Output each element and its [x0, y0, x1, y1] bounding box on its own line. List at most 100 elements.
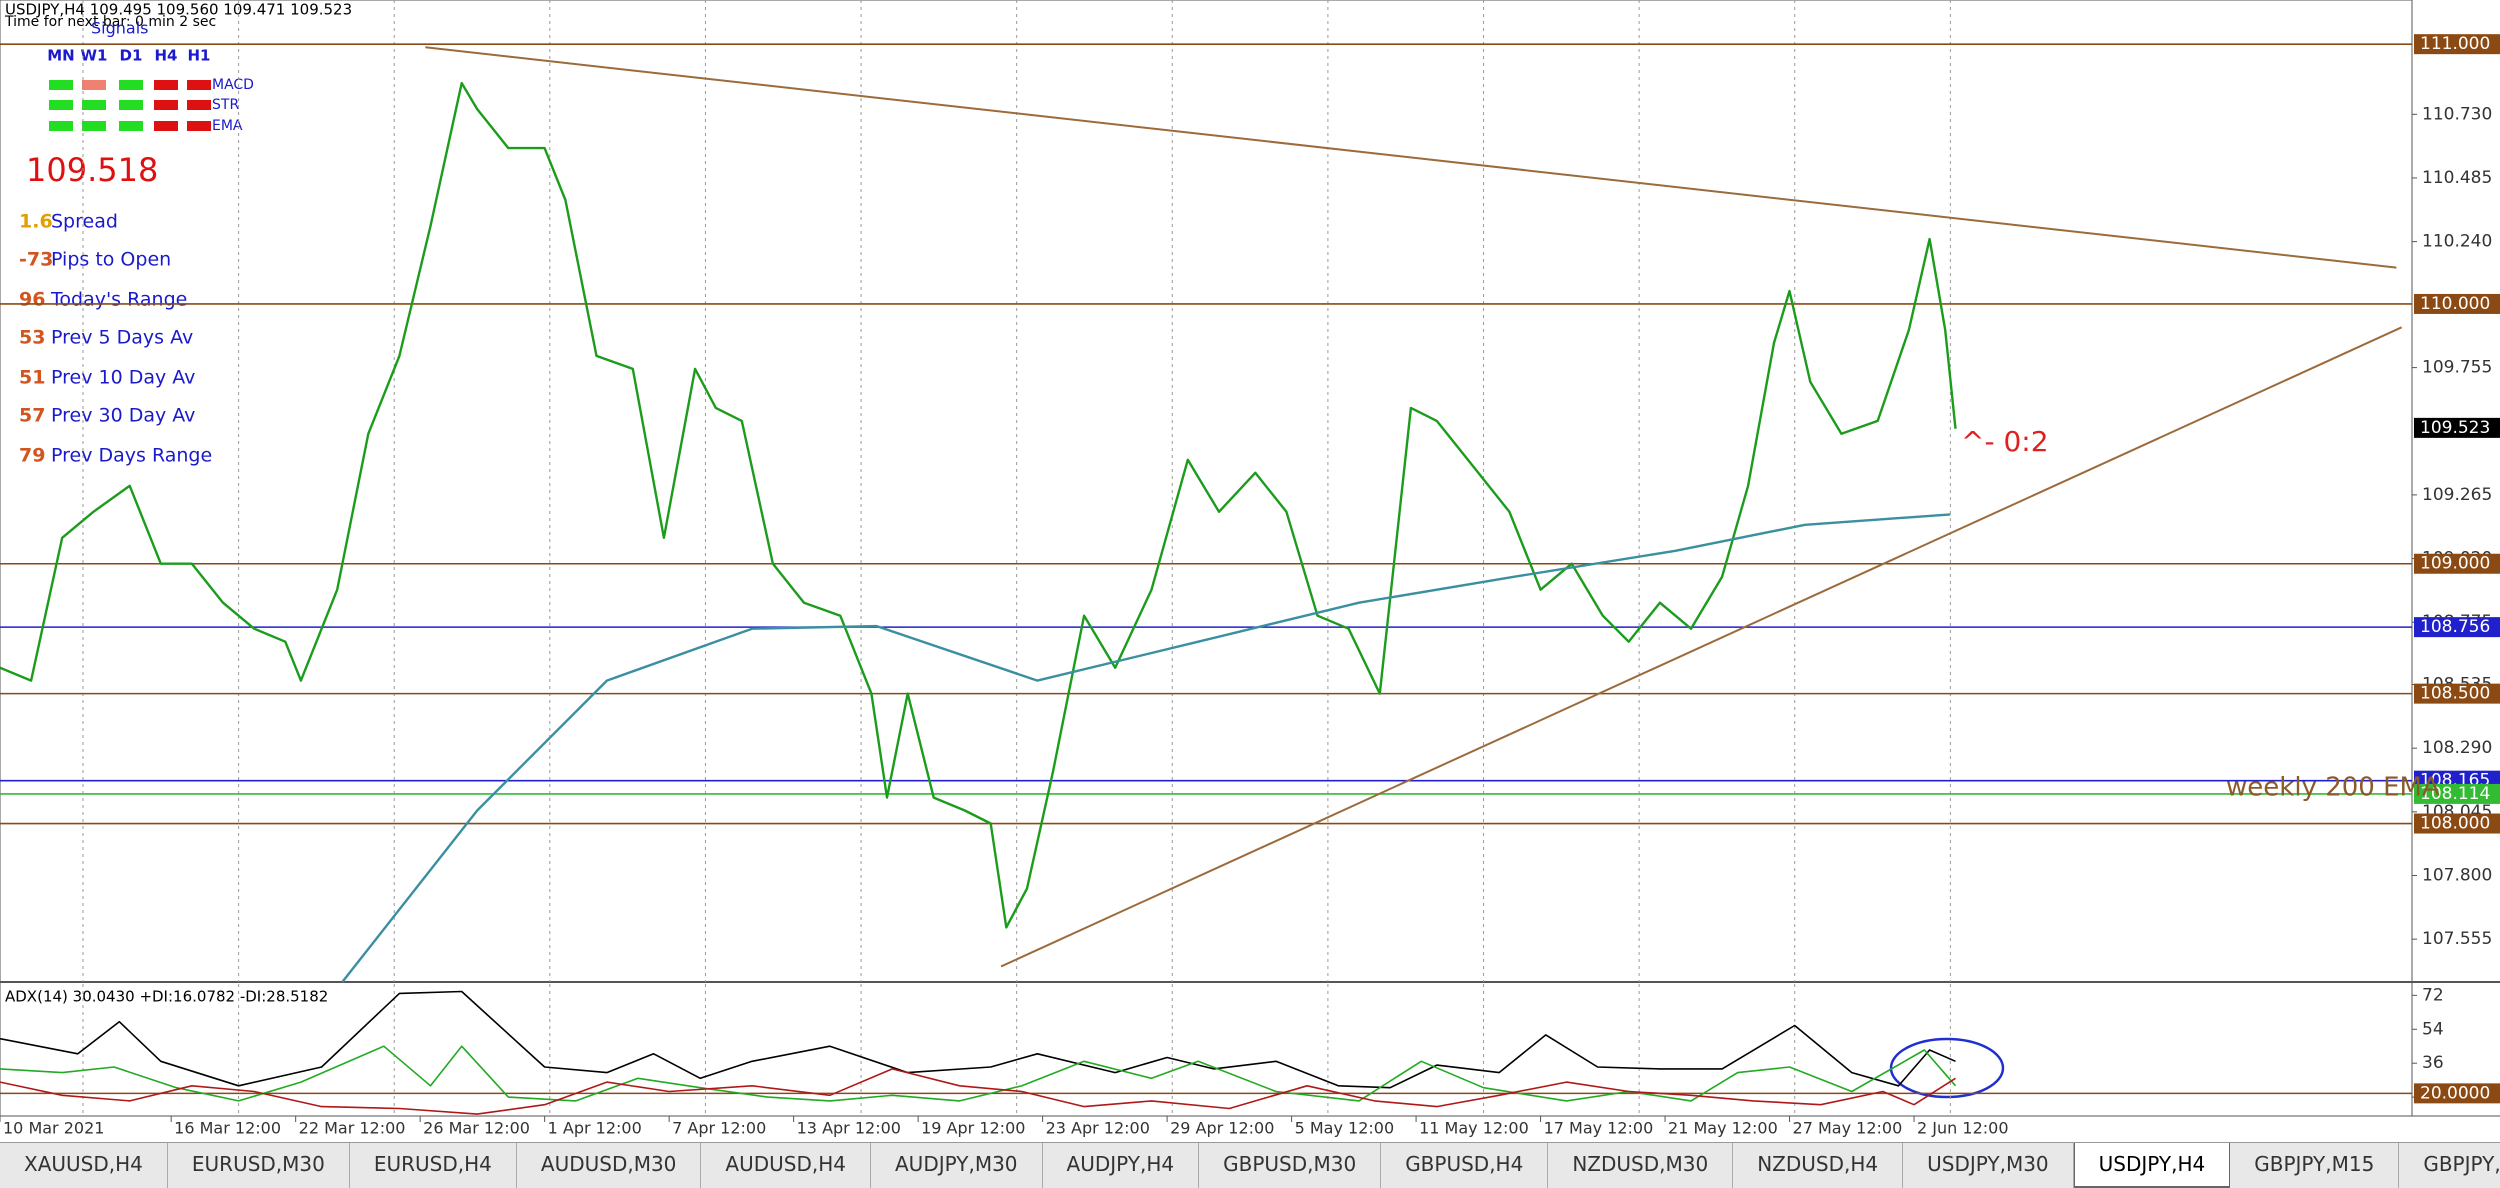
chart-tab[interactable]: NZDUSD,M30 [1548, 1143, 1734, 1188]
signal-indicator [187, 100, 211, 110]
signal-indicator [82, 80, 106, 90]
level-label: 20.0000 [2420, 1083, 2490, 1103]
signal-indicator [187, 121, 211, 131]
stat-value: -73 [19, 249, 53, 271]
y-tick-label: 110.730 [2422, 104, 2492, 124]
level-label: 109.523 [2420, 418, 2490, 438]
signals-title: Signals [91, 19, 148, 38]
plot-frame [0, 0, 2413, 1117]
series-line [341, 513, 1951, 983]
y-tick-label: 109.755 [2422, 358, 2492, 378]
x-tick-label: 7 Apr 12:00 [672, 1119, 766, 1138]
signal-indicator [154, 80, 178, 90]
y-tick-label: 107.800 [2422, 865, 2492, 885]
signal-indicator [119, 80, 143, 90]
annotation: ^- 0:2 [1961, 425, 2049, 458]
annotation: weekly 200 EMA [2226, 773, 2440, 803]
signal-timeframe: MN [47, 47, 74, 65]
level-label: 109.000 [2420, 554, 2490, 574]
bar-timer: Time for next bar: 0 min 2 sec [4, 14, 216, 30]
x-tick-label: 29 Apr 12:00 [1170, 1119, 1274, 1138]
signal-indicator [154, 100, 178, 110]
signal-name: MACD [212, 77, 254, 93]
x-tick-label: 13 Apr 12:00 [797, 1119, 901, 1138]
signal-timeframe: H4 [155, 47, 178, 65]
chart-tab[interactable]: AUDJPY,H4 [1043, 1143, 1200, 1188]
level-box [2414, 553, 2500, 574]
level-box [2414, 783, 2500, 804]
stat-label: Pips to Open [51, 249, 171, 271]
y-tick-label: 108.290 [2422, 738, 2492, 758]
x-tick-label: 26 Mar 12:00 [423, 1119, 530, 1138]
y-tick-label: 110.485 [2422, 168, 2492, 188]
indicator-title: ADX(14) 30.0430 +DI:16.0782 -DI:28.5182 [5, 988, 328, 1006]
y-tick-label: 72 [2422, 985, 2444, 1005]
signal-indicator [119, 121, 143, 131]
trendline [1000, 326, 2403, 968]
stat-label: Prev 30 Day Av [51, 405, 195, 427]
level-label: 111.000 [2420, 34, 2490, 54]
chart-tab[interactable]: AUDUSD,M30 [517, 1143, 702, 1188]
level-label: 108.500 [2420, 684, 2490, 704]
signal-indicator [49, 121, 73, 131]
level-box [2414, 34, 2500, 55]
signal-indicator [82, 100, 106, 110]
chart-tab[interactable]: XAUUSD,H4 [0, 1143, 168, 1188]
y-tick-label: 109.265 [2422, 485, 2492, 505]
chart-tab[interactable]: USDJPY,M30 [1903, 1143, 2074, 1188]
highlight-ellipse [1889, 1037, 2005, 1099]
chart-tab[interactable]: EURUSD,M30 [168, 1143, 350, 1188]
y-tick-label: 107.555 [2422, 929, 2492, 949]
trendline [425, 46, 2397, 269]
level-label: 108.756 [2420, 617, 2490, 637]
chart-tab[interactable]: NZDUSD,H4 [1733, 1143, 1904, 1188]
chart-tab[interactable]: AUDUSD,H4 [701, 1143, 871, 1188]
x-tick-label: 23 Apr 12:00 [1046, 1119, 1150, 1138]
stat-label: Today's Range [50, 289, 187, 311]
stat-value: 96 [19, 289, 45, 311]
chart-tab[interactable]: EURUSD,H4 [350, 1143, 517, 1188]
y-tick-label: 110.240 [2422, 232, 2492, 252]
stat-label: Prev 10 Day Av [51, 367, 195, 389]
level-label: 110.000 [2420, 294, 2490, 314]
level-label: 108.000 [2420, 814, 2490, 834]
x-tick-label: 27 May 12:00 [1793, 1119, 1903, 1138]
stat-label: Spread [51, 211, 118, 233]
level-box [2414, 417, 2500, 438]
level-box [2414, 1083, 2500, 1104]
level-box [2414, 293, 2500, 314]
chart-tab[interactable]: GBPJPY,H4 [2399, 1143, 2500, 1188]
series-line [0, 1068, 1956, 1115]
stat-value: 53 [19, 327, 45, 349]
signal-indicator [119, 100, 143, 110]
x-tick-label: 10 Mar 2021 [3, 1119, 104, 1138]
level-box [2414, 813, 2500, 834]
chart-tab[interactable]: AUDJPY,M30 [871, 1143, 1043, 1188]
x-tick-label: 5 May 12:00 [1295, 1119, 1395, 1138]
live-price: 109.518 [26, 151, 158, 189]
x-tick-label: 16 Mar 12:00 [174, 1119, 281, 1138]
level-box [2414, 683, 2500, 704]
tab-bar: XAUUSD,H4 EURUSD,M30 EURUSD,H4 AUDUSD,M30 AU… [0, 1142, 2500, 1188]
x-tick-label: 22 Mar 12:00 [299, 1119, 406, 1138]
x-tick-label: 21 May 12:00 [1668, 1119, 1778, 1138]
signal-name: STR [212, 97, 239, 113]
series-line [0, 81, 1957, 929]
stat-label: Prev 5 Days Av [51, 327, 193, 349]
level-label: 108.114 [2420, 784, 2490, 804]
signal-timeframe: D1 [120, 47, 143, 65]
stat-value: 79 [19, 445, 45, 467]
x-tick-label: 2 Jun 12:00 [1917, 1119, 2008, 1138]
stat-label: Prev Days Range [51, 445, 212, 467]
chart-tab[interactable]: GBPJPY,M15 [2230, 1143, 2400, 1188]
stat-value: 1.6 [19, 211, 53, 233]
chart-tab[interactable]: USDJPY,H4 [2073, 1143, 2231, 1188]
x-tick-label: 17 May 12:00 [1544, 1119, 1654, 1138]
chart-tab[interactable]: GBPUSD,M30 [1199, 1143, 1382, 1188]
signal-indicator [49, 100, 73, 110]
terminal-chart: USDJPY,H4 109.495 109.560 109.471 109.52… [0, 0, 2500, 1138]
stat-value: 57 [19, 405, 45, 427]
series-line [0, 1045, 1957, 1102]
chart-tab[interactable]: GBPUSD,H4 [1381, 1143, 1549, 1188]
